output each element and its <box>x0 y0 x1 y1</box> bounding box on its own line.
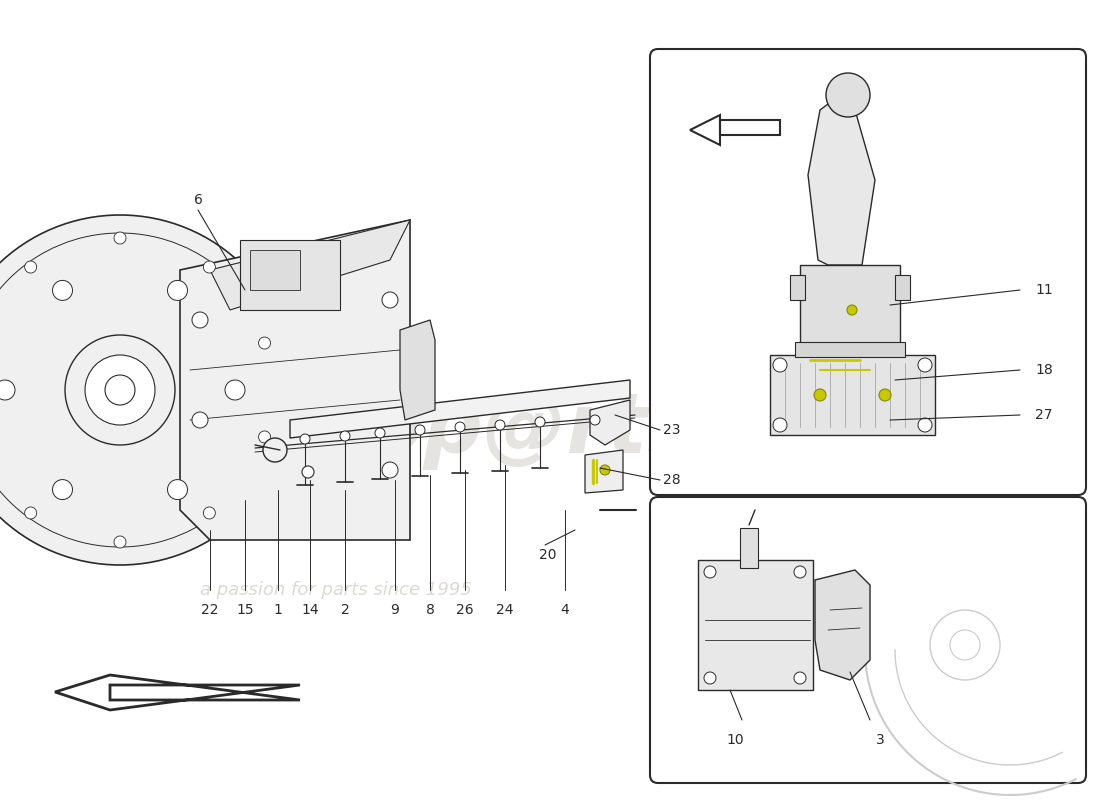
Text: 10: 10 <box>726 733 744 747</box>
Text: 11: 11 <box>1035 283 1053 297</box>
Circle shape <box>826 73 870 117</box>
Text: 24: 24 <box>496 603 514 617</box>
Circle shape <box>773 358 786 372</box>
Polygon shape <box>400 320 434 420</box>
Circle shape <box>382 292 398 308</box>
Text: 1: 1 <box>274 603 283 617</box>
Text: 18: 18 <box>1035 363 1053 377</box>
Circle shape <box>847 305 857 315</box>
Circle shape <box>704 672 716 684</box>
Bar <box>800 265 900 345</box>
Text: europ@rts: europ@rts <box>210 390 697 470</box>
Circle shape <box>773 418 786 432</box>
Polygon shape <box>815 570 870 680</box>
Circle shape <box>167 479 187 499</box>
Polygon shape <box>55 675 300 710</box>
Polygon shape <box>180 220 410 540</box>
Circle shape <box>114 232 126 244</box>
Circle shape <box>375 428 385 438</box>
Circle shape <box>104 375 135 405</box>
Circle shape <box>24 507 36 519</box>
Polygon shape <box>590 400 630 445</box>
Bar <box>795 342 905 357</box>
Polygon shape <box>585 450 623 493</box>
Circle shape <box>0 215 295 565</box>
Circle shape <box>704 566 716 578</box>
Circle shape <box>535 417 544 427</box>
Bar <box>250 250 300 290</box>
Polygon shape <box>290 380 630 438</box>
Circle shape <box>53 479 73 499</box>
Text: 14: 14 <box>301 603 319 617</box>
Circle shape <box>85 355 155 425</box>
Circle shape <box>167 281 187 301</box>
Bar <box>895 275 910 300</box>
Bar <box>790 275 805 300</box>
Text: 6: 6 <box>194 193 202 207</box>
Circle shape <box>24 261 36 273</box>
Polygon shape <box>690 115 780 145</box>
Circle shape <box>192 312 208 328</box>
Text: 8: 8 <box>426 603 434 617</box>
Bar <box>770 355 935 435</box>
Circle shape <box>918 358 932 372</box>
Text: 27: 27 <box>1035 408 1053 422</box>
Circle shape <box>65 335 175 445</box>
Circle shape <box>192 412 208 428</box>
Text: 9: 9 <box>390 603 399 617</box>
Circle shape <box>0 380 15 400</box>
Circle shape <box>263 438 287 462</box>
Circle shape <box>600 465 610 475</box>
Polygon shape <box>808 95 874 265</box>
Circle shape <box>415 425 425 435</box>
Circle shape <box>455 422 465 432</box>
Text: 22: 22 <box>201 603 219 617</box>
Text: 28: 28 <box>663 473 681 487</box>
Text: a passion for parts since 1995: a passion for parts since 1995 <box>200 581 472 599</box>
Bar <box>698 560 813 690</box>
Circle shape <box>340 431 350 441</box>
Circle shape <box>226 380 245 400</box>
Circle shape <box>794 566 806 578</box>
Circle shape <box>918 418 932 432</box>
Bar <box>740 528 758 568</box>
Circle shape <box>114 536 126 548</box>
Circle shape <box>590 415 600 425</box>
Text: 26: 26 <box>456 603 474 617</box>
Circle shape <box>258 337 271 349</box>
Circle shape <box>495 420 505 430</box>
Circle shape <box>300 434 310 444</box>
Circle shape <box>794 672 806 684</box>
Circle shape <box>204 261 216 273</box>
Circle shape <box>814 389 826 401</box>
Polygon shape <box>210 220 410 310</box>
Circle shape <box>302 466 313 478</box>
Text: 20: 20 <box>539 548 557 562</box>
Text: 4: 4 <box>561 603 570 617</box>
Text: 15: 15 <box>236 603 254 617</box>
Bar <box>240 240 340 310</box>
Circle shape <box>382 462 398 478</box>
Text: 23: 23 <box>663 423 681 437</box>
Circle shape <box>204 507 216 519</box>
Text: 2: 2 <box>341 603 350 617</box>
Text: 3: 3 <box>876 733 884 747</box>
FancyBboxPatch shape <box>650 49 1086 495</box>
Circle shape <box>879 389 891 401</box>
Circle shape <box>53 281 73 301</box>
Circle shape <box>258 431 271 443</box>
FancyBboxPatch shape <box>650 497 1086 783</box>
